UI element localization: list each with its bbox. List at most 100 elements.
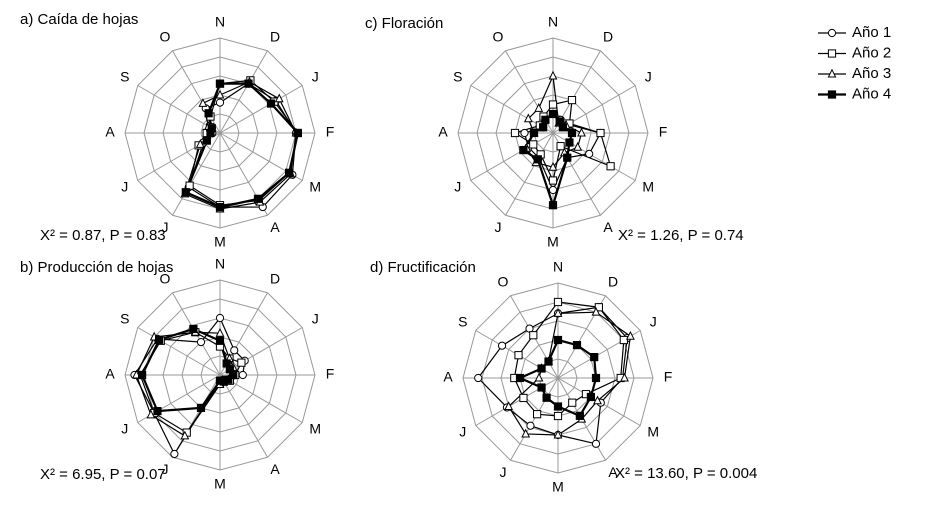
- marker: [207, 124, 216, 133]
- category-label: M: [309, 179, 321, 195]
- marker: [533, 410, 542, 419]
- marker: [215, 79, 225, 88]
- spoke: [470, 132, 554, 181]
- spoke: [505, 132, 554, 216]
- category-label: J: [121, 421, 128, 437]
- category-label: A: [443, 369, 453, 385]
- category-label: J: [459, 424, 466, 440]
- legend-label: Año 2: [852, 44, 891, 61]
- category-label: N: [548, 14, 558, 30]
- marker: [553, 429, 563, 439]
- chart-title: c) Floración: [365, 15, 443, 32]
- category-label: M: [214, 234, 226, 250]
- marker: [189, 324, 198, 334]
- marker: [198, 98, 208, 107]
- marker: [548, 70, 558, 80]
- marker: [204, 109, 213, 118]
- category-label: M: [642, 179, 654, 195]
- legend-label: Año 4: [852, 85, 891, 102]
- category-label: O: [498, 273, 509, 289]
- category-label: O: [493, 28, 504, 44]
- legend-label: Año 3: [852, 65, 891, 82]
- marker: [181, 188, 190, 197]
- marker: [537, 364, 546, 373]
- marker: [526, 421, 535, 430]
- marker: [573, 141, 583, 151]
- marker: [591, 306, 601, 316]
- category-label: F: [326, 124, 335, 140]
- category-label: M: [552, 479, 564, 495]
- marker: [606, 162, 615, 171]
- category-label: S: [453, 69, 462, 85]
- marker: [591, 373, 601, 383]
- marker: [534, 372, 544, 382]
- category-label: D: [270, 270, 280, 286]
- marker: [215, 98, 225, 107]
- category-label: N: [553, 259, 563, 275]
- category-label: N: [215, 14, 225, 30]
- marker: [827, 49, 837, 58]
- marker: [519, 146, 528, 155]
- category-label: F: [326, 366, 335, 382]
- marker: [596, 128, 605, 138]
- spoke: [510, 377, 559, 461]
- marker: [196, 337, 206, 347]
- category-label: J: [650, 314, 657, 330]
- marker: [548, 176, 558, 185]
- marker: [568, 398, 577, 407]
- marker: [520, 128, 529, 138]
- marker: [544, 357, 553, 366]
- marker: [215, 336, 225, 345]
- marker: [215, 327, 225, 337]
- marker: [515, 373, 525, 383]
- category-label: D: [270, 28, 280, 44]
- category-label: M: [647, 424, 659, 440]
- marker: [548, 161, 558, 171]
- marker: [553, 411, 563, 421]
- category-label: N: [215, 256, 225, 272]
- marker: [620, 372, 629, 382]
- marker: [229, 370, 238, 380]
- marker: [565, 138, 574, 147]
- marker: [534, 102, 544, 112]
- legend-label: Año 1: [852, 24, 891, 41]
- marker: [548, 185, 558, 195]
- chart-title: a) Caída de hojas: [20, 11, 138, 28]
- marker: [553, 308, 563, 317]
- marker: [553, 335, 563, 345]
- marker: [548, 109, 558, 119]
- marker: [591, 439, 601, 448]
- statistic: X² = 13.60, P = 0.004: [615, 465, 757, 482]
- category-label: D: [608, 273, 618, 289]
- marker: [541, 115, 550, 124]
- category-label: M: [309, 421, 321, 437]
- marker: [155, 335, 164, 344]
- marker: [625, 330, 635, 340]
- marker: [196, 403, 206, 413]
- marker: [572, 340, 582, 350]
- marker: [590, 353, 599, 362]
- category-label: F: [659, 124, 668, 140]
- marker: [548, 201, 558, 210]
- marker: [510, 128, 520, 138]
- statistic: X² = 6.95, P = 0.07: [40, 466, 166, 483]
- marker: [529, 140, 538, 149]
- spoke: [219, 50, 268, 134]
- marker: [585, 149, 594, 158]
- marker: [533, 155, 542, 164]
- category-label: M: [214, 476, 226, 492]
- marker: [529, 128, 539, 138]
- marker: [202, 136, 211, 145]
- marker: [514, 351, 523, 360]
- statistic: X² = 1.26, P = 0.74: [618, 227, 744, 244]
- category-label: J: [495, 219, 502, 235]
- marker: [529, 331, 538, 340]
- chart-title: b) Producción de hojas: [20, 259, 173, 276]
- marker: [567, 128, 577, 138]
- marker: [215, 313, 225, 323]
- category-label: J: [454, 179, 461, 195]
- marker: [558, 123, 567, 132]
- category-label: J: [312, 311, 319, 327]
- marker: [563, 153, 572, 162]
- category-label: J: [312, 69, 319, 85]
